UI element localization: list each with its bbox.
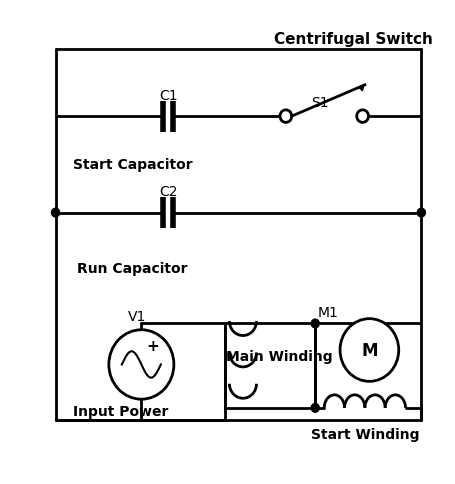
- Text: +: +: [146, 338, 159, 353]
- Circle shape: [310, 319, 318, 328]
- Text: C2: C2: [159, 185, 177, 199]
- Text: C1: C1: [159, 89, 177, 103]
- Text: Input Power: Input Power: [73, 404, 168, 418]
- Circle shape: [51, 209, 60, 217]
- Circle shape: [279, 111, 291, 123]
- Text: M: M: [360, 341, 377, 359]
- Circle shape: [416, 209, 425, 217]
- Circle shape: [356, 111, 368, 123]
- Text: M1: M1: [317, 305, 338, 319]
- Bar: [224, 324, 314, 408]
- Circle shape: [339, 319, 398, 381]
- Text: Run Capacitor: Run Capacitor: [77, 261, 187, 275]
- Circle shape: [310, 404, 318, 412]
- Text: Centrifugal Switch: Centrifugal Switch: [273, 32, 432, 47]
- Text: Start Capacitor: Start Capacitor: [72, 158, 192, 172]
- Text: Start Winding: Start Winding: [310, 427, 418, 441]
- Text: V1: V1: [127, 309, 146, 323]
- Text: S1: S1: [310, 96, 328, 110]
- Text: Main Winding: Main Winding: [225, 349, 332, 363]
- Circle shape: [109, 330, 173, 399]
